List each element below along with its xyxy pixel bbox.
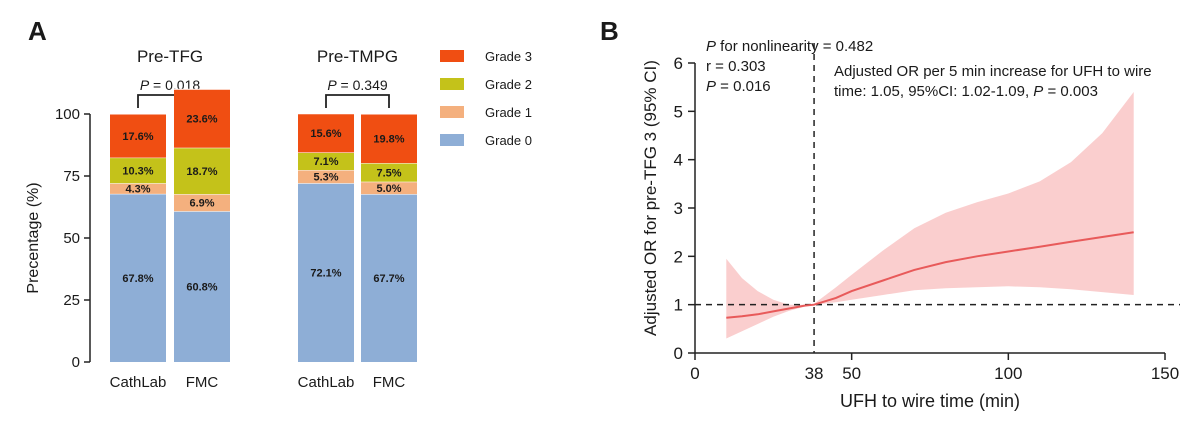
- bar-segment-grade2: [298, 152, 354, 171]
- data-label: 6.9%: [189, 198, 214, 210]
- y-tick-label-b: 4: [674, 151, 683, 170]
- legend-label-grade3: Grade 3: [485, 49, 532, 64]
- data-label: 5.3%: [313, 172, 338, 184]
- data-label: 17.6%: [122, 131, 153, 143]
- x-category-label: FMC: [373, 374, 406, 391]
- legend-label-grade1: Grade 1: [485, 105, 532, 120]
- bar-segment-grade3: [110, 114, 166, 158]
- bar-segment-grade1: [174, 194, 230, 212]
- y-tick-label-a: 50: [63, 230, 80, 247]
- data-label: 5.0%: [376, 183, 401, 195]
- bar-segment-grade2: [174, 147, 230, 195]
- annotation-or-line2: time: 1.05, 95%CI: 1.02-1.09, P = 0.003: [834, 83, 1098, 100]
- data-label: 7.5%: [376, 167, 401, 179]
- data-label: 18.7%: [186, 166, 217, 178]
- legend-label-grade0: Grade 0: [485, 133, 532, 148]
- y-tick-label-b: 5: [674, 102, 683, 121]
- annotation-nonlinearity: P for nonlinearity = 0.482: [706, 38, 873, 55]
- annotation-or-line1: Adjusted OR per 5 min increase for UFH t…: [834, 63, 1152, 80]
- x-tick-label-b: 100: [994, 364, 1022, 383]
- y-axis-title-a: Precentage (%): [25, 182, 42, 293]
- data-label: 23.6%: [186, 113, 217, 125]
- x-tick-label-b: 0: [690, 364, 699, 383]
- x-tick-label-b-38: 38: [805, 364, 824, 383]
- bar-segment-grade1: [110, 183, 166, 194]
- y-tick-label-b: 2: [674, 247, 683, 266]
- bar-segment-grade0: [298, 183, 354, 362]
- bar-segment-grade3: [361, 114, 417, 164]
- panel-label-b: B: [600, 16, 619, 46]
- legend-swatch-grade3: [440, 50, 464, 62]
- annotation-p: P = 0.016: [706, 78, 771, 95]
- bar-segment-grade0: [174, 211, 230, 362]
- x-tick-label-b: 150: [1151, 364, 1179, 383]
- y-tick-label-a: 100: [55, 106, 80, 123]
- data-label: 72.1%: [310, 268, 341, 280]
- group-title: Pre-TMPG: [317, 47, 398, 66]
- x-tick-label-b: 50: [842, 364, 861, 383]
- bar-segment-grade0: [110, 193, 166, 362]
- bar-segment-grade3: [174, 89, 230, 148]
- bar-segment-grade2: [110, 157, 166, 184]
- legend-swatch-grade1: [440, 106, 464, 118]
- y-axis-title-b: Adjusted OR for pre-TFG 3 (95% CI): [641, 60, 660, 336]
- bar-segment-grade3: [298, 113, 354, 153]
- bar-segment-grade0: [361, 194, 417, 362]
- ci-band: [726, 92, 1134, 339]
- data-label: 19.8%: [373, 134, 404, 146]
- y-tick-label-a: 75: [63, 168, 80, 185]
- panel-b: 0 1 2 3 4 5 6 0 50 100 150 38 UFH to wire time (min)…: [641, 38, 1180, 411]
- y-tick-label-b: 6: [674, 54, 683, 73]
- y-tick-label-b: 0: [674, 344, 683, 363]
- legend-swatch-grade2: [440, 78, 464, 90]
- legend-label-grade2: Grade 2: [485, 77, 532, 92]
- series-line-or: [726, 231, 1134, 319]
- legend-swatch-grade0: [440, 134, 464, 146]
- panel-label-a: A: [28, 16, 47, 46]
- data-label: 10.3%: [122, 165, 153, 177]
- data-label: 7.1%: [313, 156, 338, 168]
- y-tick-label-a: 0: [72, 354, 80, 371]
- data-label: 67.8%: [122, 273, 153, 285]
- bar-segment-grade2: [361, 163, 417, 182]
- x-category-label: FMC: [186, 374, 219, 391]
- y-tick-label-a: 25: [63, 292, 80, 309]
- data-label: 15.6%: [310, 128, 341, 140]
- data-label: 67.7%: [373, 273, 404, 285]
- y-tick-label-b: 3: [674, 199, 683, 218]
- x-axis-title-b: UFH to wire time (min): [840, 391, 1020, 411]
- bar-segment-grade1: [298, 170, 354, 184]
- data-label: 60.8%: [186, 282, 217, 294]
- p-value-label: P = 0.349: [327, 77, 388, 93]
- bar-segment-grade1: [361, 181, 417, 195]
- annotation-r: r = 0.303: [706, 58, 766, 75]
- x-category-label: CathLab: [298, 374, 355, 391]
- significance-bracket: [325, 94, 390, 108]
- group-title: Pre-TFG: [137, 47, 203, 66]
- y-tick-label-b: 1: [674, 296, 683, 315]
- x-category-label: CathLab: [110, 374, 167, 391]
- data-label: 4.3%: [125, 184, 150, 196]
